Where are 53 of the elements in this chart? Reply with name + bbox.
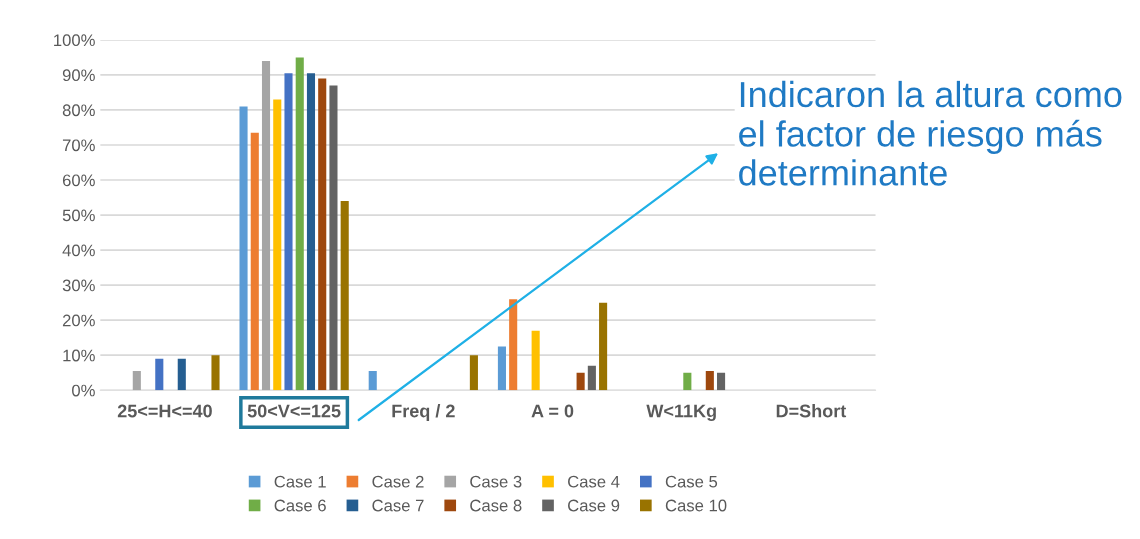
bar (509, 299, 518, 391)
bar (306, 73, 316, 391)
y-tick-label: 80% (62, 104, 95, 117)
bar (497, 346, 506, 391)
legend-label: Case 8 (470, 499, 522, 512)
y-tick-label: 0% (72, 384, 95, 397)
bar (284, 73, 293, 391)
bar (531, 330, 540, 391)
y-tick-label: 50% (62, 209, 95, 222)
bar (273, 99, 282, 391)
y-tick-label: 20% (62, 314, 95, 327)
bar (239, 106, 248, 391)
annotation: Indicaron la altura como el factor de riesgo más determinante (739, 80, 1122, 186)
legend-label: Case 9 (568, 499, 620, 512)
bar (587, 365, 596, 391)
y-tick-label: 100% (54, 34, 95, 47)
bar (717, 372, 726, 391)
legend-label: Case 10 (665, 499, 727, 512)
legend-label: Case 5 (665, 475, 718, 488)
bar (469, 355, 478, 391)
bar (599, 302, 608, 391)
x-tick-label: A = 0 (531, 404, 574, 418)
legend-label: Case 4 (568, 475, 620, 488)
bar (683, 372, 692, 391)
x-tick-label: Freq / 2 (392, 404, 455, 421)
y-tick-label: 70% (62, 139, 95, 152)
bar (318, 78, 327, 391)
x-tick-label: W<11Kg (646, 404, 716, 421)
y-tick-label: 90% (62, 69, 95, 82)
x-tick-label: 25<=H<=40 (117, 404, 212, 418)
legend-label: Case 1 (274, 475, 326, 488)
bar (250, 132, 259, 391)
bar (261, 60, 271, 391)
bar (368, 370, 377, 391)
bar (576, 372, 585, 391)
bar (155, 358, 164, 391)
legend-label: Case 2 (372, 475, 424, 488)
bar (177, 358, 186, 391)
y-tick-label: 40% (62, 244, 95, 257)
bar (329, 85, 338, 391)
bar (132, 370, 141, 391)
bar (705, 370, 714, 391)
y-tick-label: 60% (62, 174, 95, 187)
y-tick-label: 30% (62, 279, 95, 292)
y-tick-label: 10% (63, 349, 95, 362)
legend-label: Case 7 (372, 499, 424, 512)
x-tick-label: 50<V<=125 (247, 404, 341, 418)
x-tick-label: D=Short (776, 404, 847, 418)
bar (295, 57, 304, 391)
bar (340, 201, 349, 391)
legend-label: Case 6 (274, 499, 326, 512)
bar (211, 355, 220, 391)
legend-label: Case 3 (470, 475, 522, 488)
